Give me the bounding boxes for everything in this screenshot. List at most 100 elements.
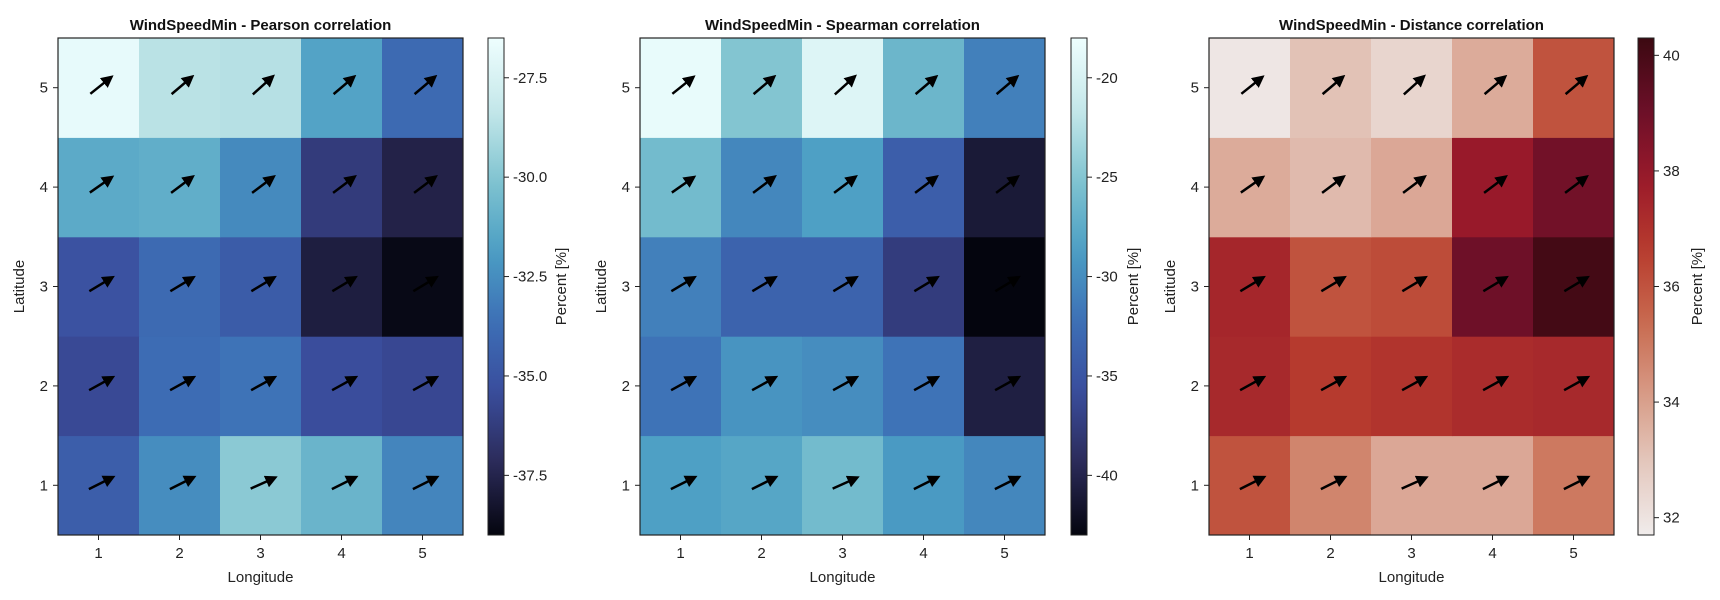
wind-arrow xyxy=(994,475,1022,491)
wind-arrow xyxy=(1483,175,1508,194)
x-axis-label: Longitude xyxy=(228,569,294,586)
y-axis-label: Latitude xyxy=(593,260,610,313)
panel-2: 1 2 3 4 5 1 2 3 4 5 WindSpeedMin - Spearman correl… xyxy=(593,17,1142,586)
wind-arrow xyxy=(1482,375,1510,392)
wind-arrow xyxy=(752,175,777,194)
wind-arrows xyxy=(88,74,440,491)
x-tick-label: 1 xyxy=(94,545,102,562)
heatmap-cell xyxy=(220,435,302,536)
wind-arrow xyxy=(751,275,778,293)
wind-arrow xyxy=(752,74,777,96)
wind-arrow xyxy=(1564,74,1589,96)
x-tick-label: 3 xyxy=(1407,545,1415,562)
wind-arrow xyxy=(671,175,697,194)
heatmap-cells xyxy=(58,38,464,536)
chart-title: WindSpeedMin - Spearman correlation xyxy=(705,17,980,34)
wind-arrow xyxy=(913,475,941,491)
y-axis-label: Latitude xyxy=(1162,260,1179,313)
y-tick-label: 1 xyxy=(1191,477,1199,494)
wind-arrow xyxy=(1482,275,1509,293)
colorbar-label: Percent [%] xyxy=(1125,248,1142,326)
wind-arrow xyxy=(412,375,440,392)
x-tick-label: 4 xyxy=(1488,545,1496,562)
x-tick-label: 1 xyxy=(1245,545,1253,562)
colorbar-label: Percent [%] xyxy=(553,248,570,326)
colorbar-gradient xyxy=(1637,37,1655,536)
wind-arrow xyxy=(1240,75,1265,95)
y-tick-label: 5 xyxy=(40,80,48,97)
colorbar-tick-label: -30 xyxy=(1096,269,1118,286)
x-tick-label: 2 xyxy=(757,545,765,562)
wind-arrow xyxy=(1320,375,1348,392)
wind-arrow xyxy=(169,475,197,491)
wind-arrow xyxy=(170,175,195,194)
y-tick-label: 4 xyxy=(622,179,630,196)
colorbar-tick-label: 38 xyxy=(1663,163,1680,180)
wind-arrow xyxy=(331,275,358,293)
colorbar-tick-label: -20 xyxy=(1096,70,1118,87)
x-tick-label: 2 xyxy=(175,545,183,562)
y-tick-label: 2 xyxy=(40,378,48,395)
wind-arrow xyxy=(670,375,698,392)
wind-arrow xyxy=(834,74,857,96)
wind-arrows xyxy=(1239,74,1591,491)
heatmap-cell xyxy=(802,435,884,536)
panel-1: 1 2 3 4 5 1 2 3 4 5 WindSpeedMin - Pearson correla… xyxy=(11,17,570,586)
x-tick-label: 5 xyxy=(418,545,426,562)
wind-arrow xyxy=(1240,175,1266,194)
wind-arrow xyxy=(833,175,858,194)
wind-arrow xyxy=(413,175,438,194)
wind-arrow xyxy=(1402,175,1427,194)
wind-arrow xyxy=(1239,475,1267,491)
x-tick-label: 3 xyxy=(838,545,846,562)
y-tick-label: 4 xyxy=(40,179,48,196)
colorbar-tick-label: -30.0 xyxy=(513,169,547,186)
wind-arrow xyxy=(913,275,940,293)
wind-arrow xyxy=(169,375,197,392)
colorbar-tick-label: 32 xyxy=(1663,510,1680,527)
wind-arrow xyxy=(1321,74,1346,96)
wind-arrow xyxy=(331,475,359,491)
wind-arrow xyxy=(412,475,440,491)
colorbar: 32 34 36 38 40 Percent [%] xyxy=(1637,37,1706,536)
wind-arrow xyxy=(1239,275,1266,293)
wind-arrow xyxy=(1321,175,1346,194)
wind-arrow xyxy=(1320,275,1347,293)
wind-arrow xyxy=(1401,275,1428,293)
wind-arrow xyxy=(89,75,114,95)
colorbar-tick-label: -32.5 xyxy=(513,269,547,286)
wind-arrow xyxy=(914,74,939,96)
wind-arrow xyxy=(88,375,116,392)
wind-arrow xyxy=(995,175,1020,194)
wind-arrow xyxy=(751,475,779,491)
wind-arrow xyxy=(332,74,357,96)
wind-arrow xyxy=(1482,475,1510,491)
wind-arrow xyxy=(995,74,1020,96)
y-tick-label: 1 xyxy=(40,477,48,494)
x-tick-label: 3 xyxy=(256,545,264,562)
colorbar-label: Percent [%] xyxy=(1689,248,1706,326)
y-tick-label: 5 xyxy=(622,80,630,97)
y-tick-label: 2 xyxy=(622,378,630,395)
y-tick-label: 3 xyxy=(622,279,630,296)
y-tick-label: 3 xyxy=(1191,279,1199,296)
heatmap-cell xyxy=(1371,435,1453,536)
wind-arrow xyxy=(1563,475,1591,491)
colorbar-tick-label: -40 xyxy=(1096,467,1118,484)
wind-arrow xyxy=(1401,475,1429,490)
wind-arrow xyxy=(332,175,357,194)
wind-arrow xyxy=(1483,74,1508,96)
wind-arrow xyxy=(914,175,939,194)
colorbar-tick-label: 40 xyxy=(1663,47,1680,64)
x-tick-label: 2 xyxy=(1326,545,1334,562)
colorbar-tick-label: -25 xyxy=(1096,169,1118,186)
wind-arrow xyxy=(751,375,779,392)
wind-arrow xyxy=(1239,375,1267,392)
wind-arrow xyxy=(832,275,859,293)
y-tick-label: 5 xyxy=(1191,80,1199,97)
wind-arrow xyxy=(412,275,439,293)
wind-arrow xyxy=(413,74,438,96)
y-tick-label: 4 xyxy=(1191,179,1199,196)
colorbar-tick-label: 34 xyxy=(1663,394,1680,411)
wind-arrows xyxy=(670,74,1022,491)
